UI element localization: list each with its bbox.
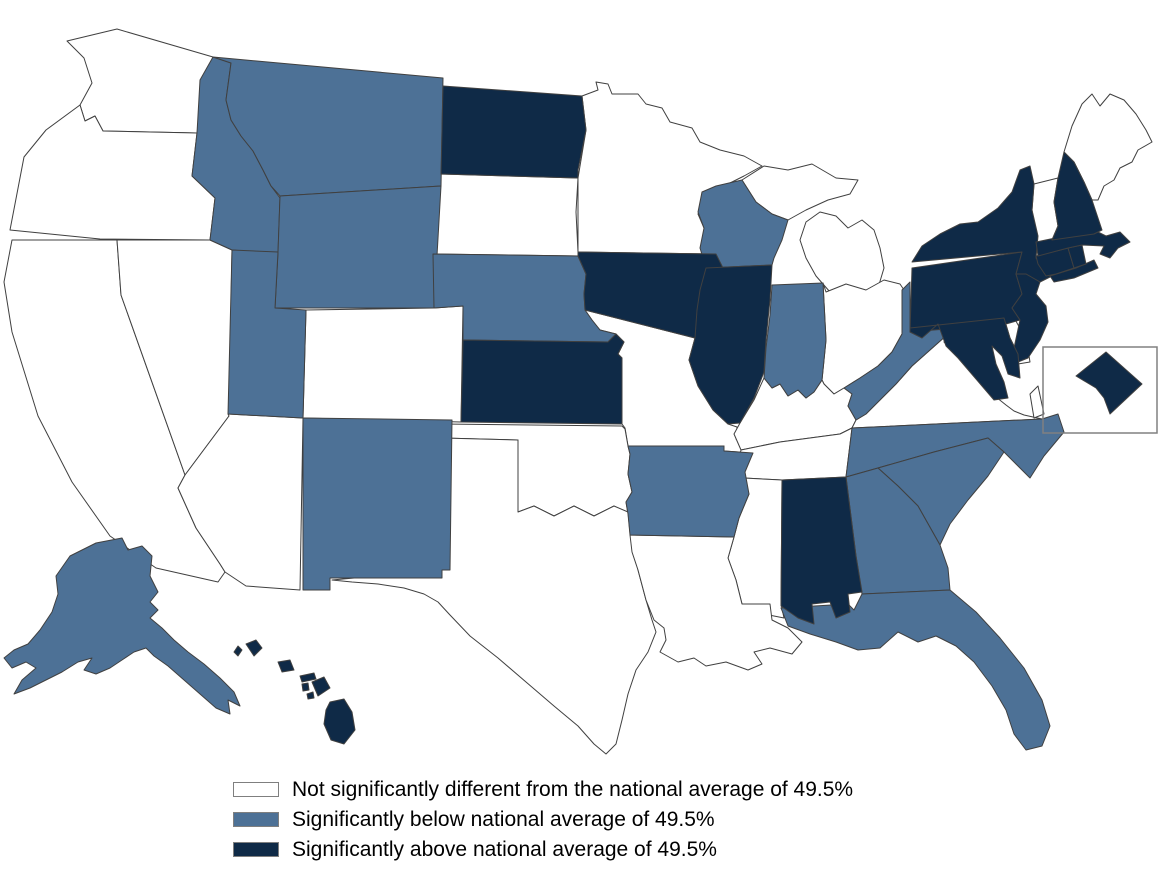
legend-swatch-below-average [233, 812, 279, 827]
state-KS: Kansas [460, 333, 625, 425]
state-WY: Wyoming [274, 185, 442, 309]
state-HI: Hawaii [311, 676, 331, 697]
state-LA: Louisiana [629, 534, 803, 671]
state-HI: Hawaii [306, 691, 315, 700]
legend-row-below-average: Significantly below national average of … [233, 809, 853, 830]
state-AK: Alaska [3, 537, 241, 715]
dc-inset-box [1042, 346, 1158, 434]
state-MD: Maryland [909, 317, 1021, 401]
legend-label-above-average: Significantly above national average of … [292, 838, 717, 861]
state-NM: New Mexico [302, 417, 453, 591]
state-AL: Alabama [780, 476, 863, 625]
state-MA: Massachusetts [1035, 229, 1131, 259]
state-AR: Arkansas [625, 445, 754, 538]
state-UT: Utah [227, 249, 307, 419]
state-HI: Hawaii [299, 672, 317, 683]
state-MI: Michigan [799, 211, 885, 301]
state-HI: Hawaii [277, 659, 295, 673]
state-HI: Hawaii [323, 698, 356, 745]
state-PA: Pennsylvania [909, 251, 1023, 333]
state-NJ: New Jersey [1011, 273, 1049, 363]
states-layer: WashingtonOregonCaliforniaNevadaArizonaC… [3, 28, 1153, 755]
state-SD: South Dakota [432, 173, 581, 257]
legend-swatch-not-significant [233, 782, 279, 797]
state-CO: Colorado [302, 305, 464, 423]
legend-label-not-significant: Not significantly different from the nat… [292, 778, 854, 801]
state-TX: Texas [331, 437, 657, 755]
state-IL: Illinois [688, 264, 773, 425]
state-HI: Hawaii [233, 645, 243, 657]
state-WI: Wisconsin [697, 179, 789, 269]
map-legend: Not significantly different from the nat… [233, 779, 853, 860]
state-HI: Hawaii [301, 682, 310, 692]
state-FL: Florida [780, 589, 1051, 751]
state-VA: Virginia [1029, 385, 1045, 419]
state-ND: North Dakota [440, 85, 587, 179]
legend-label-below-average: Significantly below national average of … [292, 808, 715, 831]
state-IN: Indiana [763, 282, 827, 399]
state-HI: Hawaii [245, 639, 263, 657]
legend-swatch-above-average [233, 842, 279, 857]
legend-row-not-significant: Not significantly different from the nat… [233, 779, 853, 800]
legend-row-above-average: Significantly above national average of … [233, 839, 853, 860]
state-NH: New Hampshire [1051, 151, 1103, 241]
state-DC: District of Columbia [1075, 351, 1143, 415]
state-WA: Washington [66, 28, 214, 134]
state-NY: New York [1049, 259, 1099, 283]
state-ME: Maine [1063, 93, 1153, 201]
state-AZ: Arizona [177, 413, 304, 591]
